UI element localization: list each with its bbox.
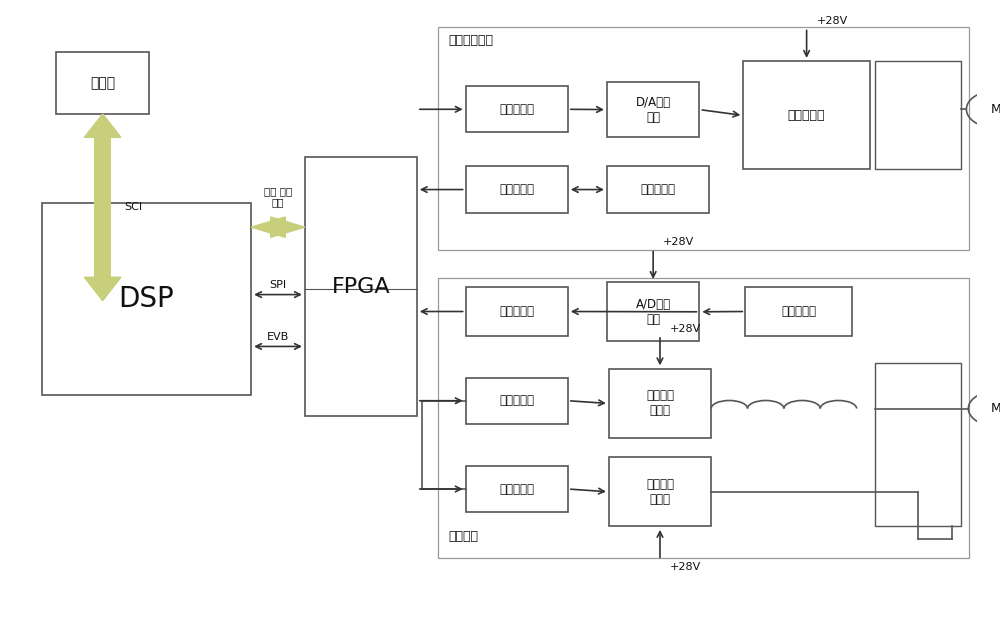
Text: A/D采集
芯片: A/D采集 芯片 (636, 298, 671, 326)
Polygon shape (84, 138, 121, 277)
Text: 电机驱动器: 电机驱动器 (788, 109, 825, 122)
Bar (56, 52, 149, 114)
Text: 数字隔离器: 数字隔离器 (499, 394, 534, 407)
Bar (466, 86, 568, 133)
Text: D/A转换
芯片: D/A转换 芯片 (636, 95, 671, 123)
Text: 步进电机
驱动器: 步进电机 驱动器 (646, 389, 674, 417)
Text: 步进电机
驱动器: 步进电机 驱动器 (646, 478, 674, 506)
Bar (466, 466, 568, 512)
Bar (466, 166, 568, 212)
Polygon shape (84, 114, 121, 138)
Text: +28V: +28V (670, 324, 701, 334)
Bar (875, 363, 961, 526)
Text: FPGA: FPGA (332, 277, 390, 297)
Bar (609, 369, 711, 438)
Bar (607, 282, 699, 341)
Bar (745, 287, 852, 336)
Text: 数字隔离器: 数字隔离器 (499, 305, 534, 318)
Text: +28V: +28V (663, 237, 694, 247)
Bar (438, 27, 969, 250)
Bar (42, 204, 251, 395)
Bar (743, 62, 870, 169)
Bar (607, 82, 699, 138)
Text: M: M (990, 103, 1000, 116)
Polygon shape (84, 277, 121, 301)
Text: 数字隔离器: 数字隔离器 (499, 483, 534, 495)
Text: DSP: DSP (119, 285, 174, 313)
Text: 数字隔离器: 数字隔离器 (499, 103, 534, 116)
Text: +28V: +28V (670, 561, 701, 571)
Polygon shape (271, 217, 285, 237)
Text: 数据 地址
总线: 数据 地址 总线 (264, 186, 292, 207)
Text: 数字隔离器: 数字隔离器 (499, 183, 534, 196)
Text: M: M (990, 402, 1000, 415)
Bar (875, 62, 961, 169)
Text: 角度传感器: 角度传感器 (641, 183, 676, 196)
Polygon shape (251, 217, 285, 237)
Text: 上位机: 上位机 (90, 76, 115, 90)
Bar (305, 157, 417, 416)
Text: 锁紧机构: 锁紧机构 (448, 530, 478, 543)
Bar (466, 287, 568, 336)
Text: +28V: +28V (816, 16, 848, 26)
Bar (607, 166, 709, 212)
Bar (609, 457, 711, 526)
Text: SPI: SPI (269, 280, 287, 290)
Text: EVB: EVB (267, 331, 289, 341)
Bar (438, 277, 969, 558)
Polygon shape (271, 217, 305, 237)
Text: 锁紧传感器: 锁紧传感器 (781, 305, 816, 318)
Bar (466, 378, 568, 424)
Text: 框架驱动机构: 框架驱动机构 (448, 34, 493, 47)
Text: SCI: SCI (124, 202, 142, 212)
